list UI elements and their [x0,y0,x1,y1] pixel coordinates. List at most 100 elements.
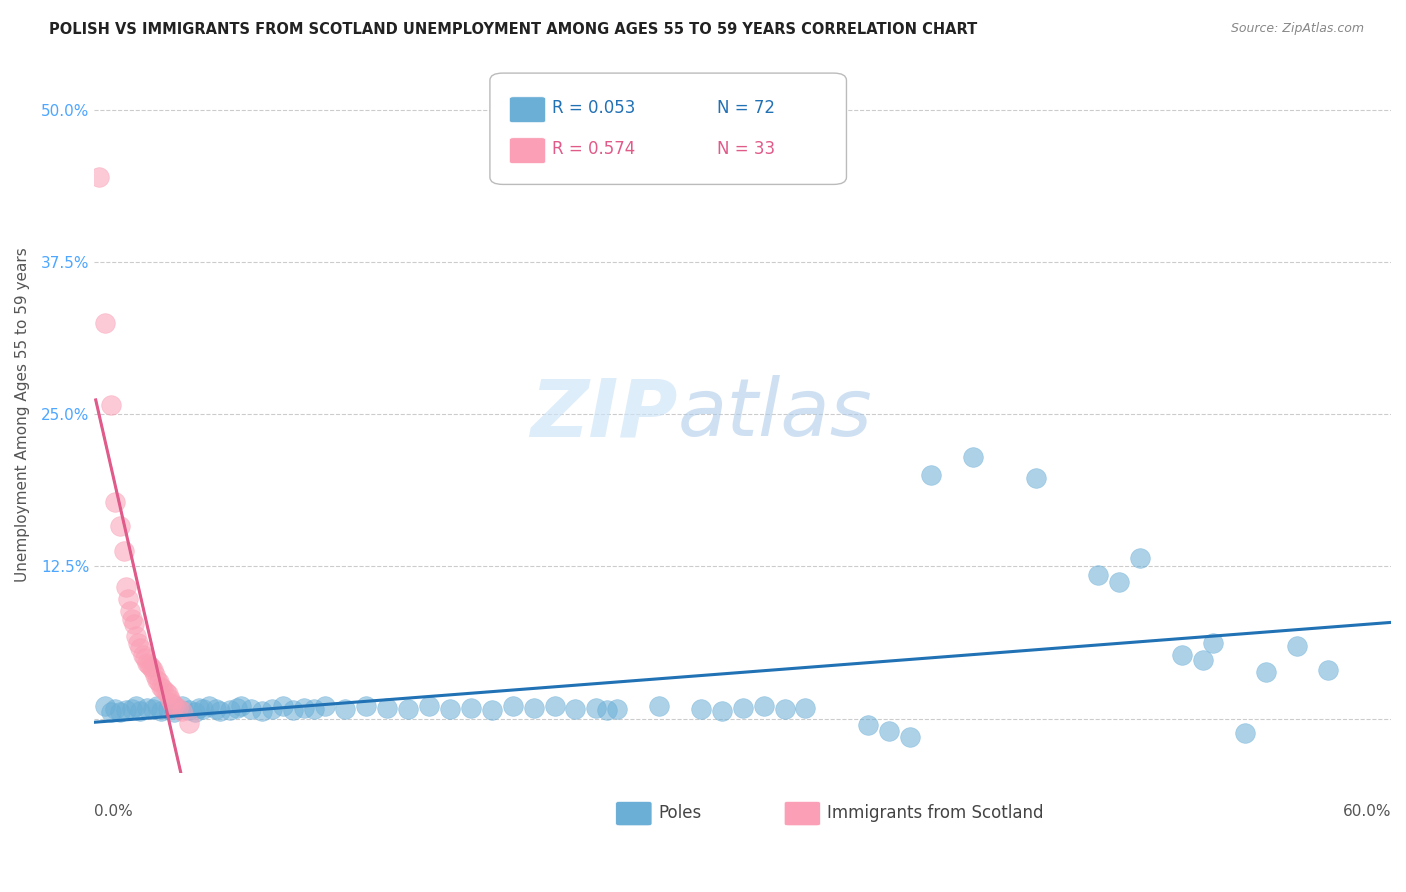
Text: N = 33: N = 33 [717,139,775,158]
Point [129,640,152,655]
Point [135,700,157,714]
Point [94,699,117,714]
Text: N = 72: N = 72 [717,99,775,117]
Point [1087,568,1109,582]
Point [585,700,607,714]
Point [225,700,247,714]
Point [962,450,984,464]
Point [193,702,215,716]
Point [142,663,165,677]
Point [150,680,173,694]
Point [606,702,628,716]
Point [502,699,524,714]
Point [184,706,207,720]
Point [335,702,357,716]
Point [112,543,135,558]
Point [156,702,179,716]
Point [731,700,754,714]
Point [152,682,174,697]
FancyBboxPatch shape [616,801,652,826]
Point [1108,575,1130,590]
Point [752,699,775,714]
Point [104,702,127,716]
Point [172,704,194,718]
Point [898,730,921,744]
Point [127,636,149,650]
Point [159,692,181,706]
Text: POLISH VS IMMIGRANTS FROM SCOTLAND UNEMPLOYMENT AMONG AGES 55 TO 59 YEARS CORREL: POLISH VS IMMIGRANTS FROM SCOTLAND UNEMP… [49,22,977,37]
Point [773,702,796,716]
Point [314,699,336,714]
Point [139,660,162,674]
Point [690,702,713,716]
Point [1024,470,1046,484]
Point [108,706,131,720]
Text: Source: ZipAtlas.com: Source: ZipAtlas.com [1230,22,1364,36]
Point [1129,550,1152,565]
Point [104,495,127,509]
Point [163,706,186,720]
Point [129,704,152,718]
Point [710,704,733,718]
Point [262,702,284,716]
Point [302,702,325,716]
Point [118,604,141,618]
Point [148,675,170,690]
Point [146,699,169,714]
Point [122,616,145,631]
Text: atlas: atlas [678,376,873,453]
Point [1171,648,1194,663]
Point [117,592,139,607]
Point [125,699,148,714]
Point [167,702,190,716]
Point [198,699,221,714]
Point [94,316,117,330]
Point [121,612,143,626]
Point [143,667,166,681]
Point [138,658,160,673]
Point [167,700,190,714]
Point [188,700,211,714]
Text: 60.0%: 60.0% [1343,804,1391,819]
Point [177,716,200,731]
FancyBboxPatch shape [785,801,821,826]
Point [160,696,183,710]
Point [648,699,671,714]
Point [115,703,138,717]
Text: R = 0.574: R = 0.574 [553,139,636,158]
Point [1202,636,1225,650]
Point [292,700,315,714]
Point [564,702,586,716]
Point [271,699,294,714]
Point [460,700,482,714]
Point [356,699,378,714]
Point [439,702,461,716]
Point [1233,726,1256,740]
Point [135,656,157,670]
Point [250,704,273,718]
Point [418,699,440,714]
Point [177,703,200,717]
Point [543,699,565,714]
Point [121,702,143,716]
Point [219,703,242,717]
Point [920,468,942,483]
Point [134,650,156,665]
Point [877,723,900,738]
Point [156,687,179,701]
Text: ZIP: ZIP [530,376,678,453]
Point [87,169,110,184]
Point [163,698,186,713]
Point [1254,665,1277,680]
Point [142,702,165,716]
FancyBboxPatch shape [509,137,546,163]
Point [115,580,138,594]
Point [208,704,231,718]
Point [229,699,252,714]
Point [1285,639,1308,653]
Point [146,673,169,687]
Point [150,704,173,718]
FancyBboxPatch shape [509,97,546,123]
Point [858,717,880,731]
Point [396,702,419,716]
